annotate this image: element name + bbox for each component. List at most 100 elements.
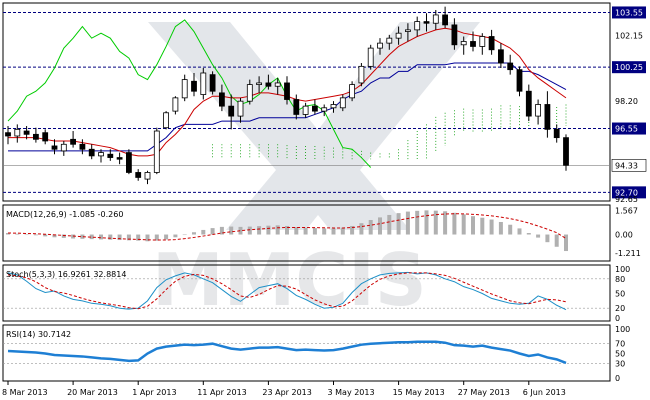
candle-body (135, 172, 142, 178)
candle (5, 126, 11, 145)
candle (191, 72, 197, 97)
candle-body (442, 14, 449, 26)
rsi-tick-label: 100 (615, 325, 630, 334)
watermark-text: MMCIS (152, 238, 427, 322)
candle-body (5, 132, 11, 137)
macd-bar (498, 221, 503, 235)
candle (339, 94, 346, 112)
macd-bar (461, 214, 466, 235)
macd-bar (126, 234, 131, 241)
candle-body (302, 105, 309, 115)
stoch-tick-label: 20 (615, 304, 625, 313)
candle-body (70, 138, 76, 145)
candle-body (126, 152, 132, 173)
macd-panel-frame (2, 204, 611, 262)
candle-body (265, 82, 272, 87)
candle (497, 43, 504, 69)
macd-bar (43, 234, 48, 237)
candle-body (553, 128, 560, 139)
candle (218, 84, 225, 112)
candle (14, 124, 21, 143)
chikou-line (7, 19, 372, 168)
candle-body (51, 145, 58, 150)
stoch-title: Stoch(5,3,3) 16.9261 32.8814 (6, 270, 126, 279)
candle-body (507, 62, 514, 71)
date-label: 8 Mar 2013 (2, 388, 48, 397)
candle-body (321, 107, 328, 112)
date-label: 20 Mar 2013 (67, 388, 118, 397)
macd-bar (526, 233, 531, 235)
candle (404, 23, 411, 42)
candle (479, 33, 486, 55)
candle-body (218, 92, 225, 107)
macd-bar (117, 234, 122, 241)
candle-body (414, 21, 421, 31)
macd-bar (564, 234, 568, 252)
candle (432, 9, 439, 30)
candle (516, 66, 523, 97)
axis-layer: 103.55 102.15 100.25 98.20 96.55 94.33 92.7092… (2, 6, 647, 397)
macd-bar (303, 227, 308, 235)
candle (535, 99, 541, 125)
candle (442, 6, 449, 29)
candle-body (349, 84, 356, 99)
macd-bar (368, 220, 373, 235)
candle-body (516, 69, 523, 92)
macd-bar (257, 226, 262, 235)
macd-bar (145, 234, 150, 242)
macd-bar (489, 219, 494, 235)
candle-body (432, 14, 439, 24)
candle-body (209, 74, 216, 92)
candle (209, 71, 216, 95)
candle (563, 134, 569, 171)
candle (330, 101, 337, 113)
candle (237, 97, 244, 123)
macd-bar (443, 211, 448, 235)
macd-bar (331, 228, 336, 235)
macd-tick-label: 1.567 (615, 207, 638, 216)
candle-body (79, 143, 86, 150)
macd-bar (433, 210, 438, 235)
macd-bar (99, 234, 103, 240)
candle-body (163, 112, 170, 129)
candle (311, 99, 318, 115)
candle-body (228, 105, 235, 117)
stoch-tick-label: 0 (615, 314, 620, 323)
candle-body (339, 97, 346, 109)
candle (70, 131, 76, 148)
macd-bar (387, 214, 392, 235)
macd-bar (182, 234, 187, 236)
candle-body (311, 105, 318, 112)
candle-body (451, 24, 458, 46)
candle-body (535, 104, 541, 117)
candle (42, 129, 49, 145)
candle (470, 31, 476, 52)
candle (488, 29, 495, 55)
rsi-tick-label: 30 (615, 359, 625, 368)
candle (135, 169, 142, 181)
candle (525, 84, 532, 122)
macd-signal-line (7, 213, 567, 241)
candle (414, 16, 421, 37)
stoch-main-line (7, 271, 567, 311)
stoch-tick-label: 50 (615, 290, 625, 299)
rsi-layer (3, 340, 610, 365)
candle (98, 149, 104, 163)
candle-body (284, 82, 290, 100)
candle-body (358, 65, 365, 84)
stoch-layer (3, 271, 610, 311)
price-tag (612, 6, 646, 19)
candle-body (144, 172, 151, 180)
stoch-tick-label: 100 (615, 265, 630, 274)
price-tag (612, 61, 646, 74)
price-tick-label: 98.20 (615, 97, 638, 106)
macd-bar (89, 234, 94, 240)
candle-body (274, 82, 281, 87)
candle-body (23, 130, 30, 135)
candle-body (563, 137, 569, 166)
candle (321, 104, 328, 117)
rsi-panel-frame (2, 324, 611, 382)
candle-body (470, 41, 476, 47)
